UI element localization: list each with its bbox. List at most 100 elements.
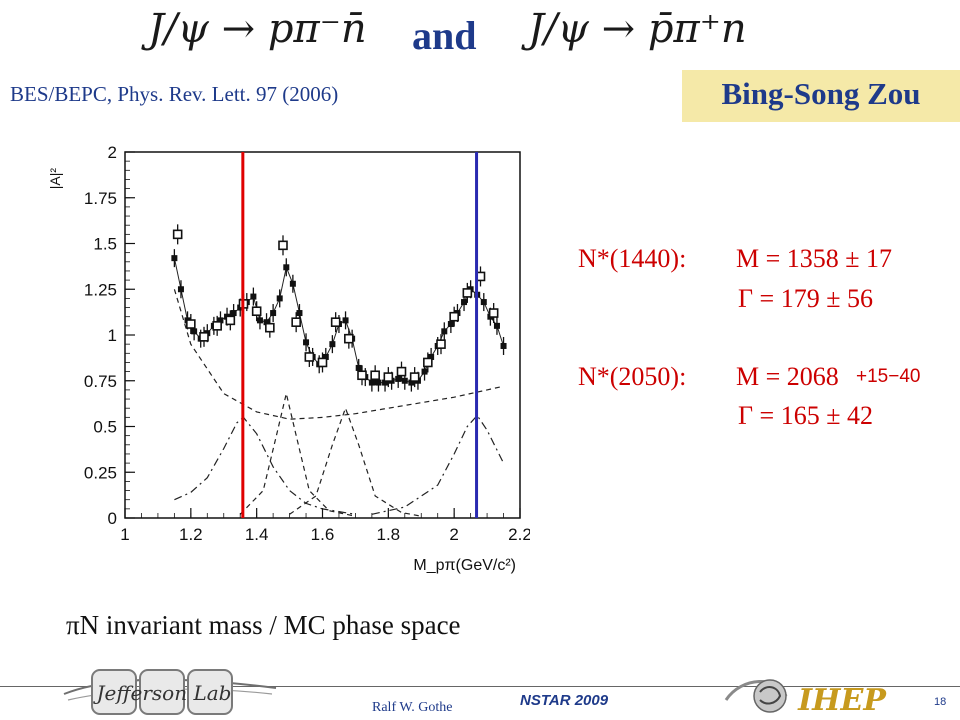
data-point-open (449, 311, 459, 322)
data-point-filled (191, 328, 198, 335)
data-point-filled (493, 322, 500, 329)
slide-title: J/ψ → pπ⁻n̄ and J/ψ → p̄π⁺n (0, 0, 960, 70)
title-formula-right: J/ψ → p̄π⁺n (528, 6, 747, 52)
fit-curve-n1675 (289, 406, 422, 517)
y-tick-label: 0.25 (84, 463, 117, 482)
x-tick-label: 1.4 (245, 525, 269, 544)
data-point-filled (500, 342, 507, 349)
jefferson-lab-logo: Jefferson Lab (63, 669, 277, 715)
n1440-width: Γ = 179 ± 56 (738, 284, 873, 313)
data-point-filled (428, 353, 435, 360)
data-point-filled (217, 317, 224, 324)
presenter-name: Ralf W. Gothe (372, 700, 453, 715)
data-point-open (225, 315, 236, 326)
data-point-filled (355, 364, 362, 371)
data-point-filled (395, 375, 402, 382)
y-tick-label: 1 (108, 326, 117, 345)
fit-curve-background (173, 289, 504, 420)
mass-spectrum-chart: 1 1.2 1.4 1.6 1.8 2 2.2 0 0.25 0.5 0.75 1 1.25 1.5 1.7… (30, 140, 530, 580)
x-axis-label: M_pπ(GeV/c²) (413, 557, 516, 574)
data-point-open (186, 319, 196, 329)
data-point-filled (270, 310, 277, 317)
data-point-filled (329, 341, 336, 348)
y-tick-label: 2 (108, 143, 117, 162)
x-tick-label: 1.6 (311, 525, 335, 544)
n2050-width: Γ = 165 ± 42 (738, 401, 873, 430)
y-axis-label: |A|² (47, 168, 63, 190)
title-connector: and (412, 13, 477, 58)
data-point-open (436, 339, 446, 349)
data-point-filled (375, 379, 382, 386)
ihep-logo-text: IHEP (797, 683, 887, 718)
data-point-filled (421, 368, 428, 375)
x-tick-label: 1 (120, 525, 129, 544)
data-point-filled (382, 379, 389, 386)
data-point-open (383, 372, 394, 382)
data-point-filled (441, 328, 448, 335)
n2050-mass: M = 2068 (736, 362, 839, 391)
n2050-mass-error: +15−40 (856, 366, 921, 387)
data-point-open (396, 366, 407, 377)
fit-curve-n2050 (371, 414, 505, 515)
data-point-filled (177, 286, 184, 293)
data-point-open (212, 321, 222, 331)
x-tick-label: 1.2 (179, 525, 203, 544)
data-point-filled (461, 299, 468, 306)
data-point-open (370, 370, 380, 381)
data-point-filled (322, 353, 329, 360)
conference-name: NSTAR 2009 (520, 692, 609, 709)
data-point-filled (256, 317, 263, 324)
data-point-open (409, 372, 420, 382)
chart-markers (241, 152, 479, 518)
page-number: 18 (934, 696, 947, 708)
data-point-open (357, 370, 367, 381)
data-point-open (330, 317, 341, 327)
chart-points (171, 224, 507, 392)
data-point-open (423, 357, 433, 368)
x-tick-label: 2.2 (508, 525, 530, 544)
chart-caption: πN invariant mass / MC phase space (66, 610, 461, 640)
y-tick-label: 0.75 (84, 372, 117, 391)
data-point-open (278, 240, 288, 251)
data-point-filled (480, 299, 487, 306)
data-point-open (291, 317, 301, 327)
data-point-open (265, 322, 275, 333)
data-point-filled (447, 321, 454, 328)
footer-divider (0, 686, 960, 687)
data-point-filled (276, 295, 283, 302)
title-formula-left: J/ψ → pπ⁻n̄ (148, 6, 367, 52)
data-point-filled (230, 310, 237, 317)
data-point-open (304, 352, 315, 362)
data-point-open (251, 306, 262, 317)
data-point-open (344, 333, 354, 344)
n1440-mass: M = 1358 ± 17 (736, 244, 893, 273)
data-point-filled (368, 379, 375, 386)
data-point-filled (401, 377, 408, 384)
author-name: Bing-Song Zou (721, 76, 921, 111)
jefferson-lab-logo-text: Jefferson Lab (93, 681, 232, 705)
y-tick-label: 0 (108, 509, 117, 528)
data-point-open (462, 288, 473, 298)
n1440-label: N*(1440): (578, 244, 687, 273)
y-tick-label: 1.75 (84, 189, 117, 208)
data-point-open (317, 357, 328, 368)
author-box (682, 70, 960, 122)
y-tick-label: 0.5 (93, 418, 117, 437)
data-point-filled (408, 379, 415, 386)
fit-curve-n1520 (239, 393, 356, 517)
data-point-filled (303, 339, 310, 346)
x-tick-label: 2 (449, 525, 458, 544)
y-tick-label: 1.5 (93, 235, 117, 254)
data-point-filled (289, 280, 296, 287)
ihep-logo: IHEP (724, 679, 887, 718)
chart-axes: 1 1.2 1.4 1.6 1.8 2 2.2 0 0.25 0.5 0.75 1 1.25 1.5 1.7… (84, 143, 530, 544)
data-point-filled (283, 264, 290, 271)
data-point-filled (263, 319, 270, 326)
x-tick-label: 1.8 (377, 525, 401, 544)
data-point-filled (250, 293, 257, 300)
data-point-open (488, 308, 499, 318)
data-point-filled (296, 310, 303, 317)
data-point-open (199, 332, 209, 342)
data-point-open (172, 229, 183, 240)
data-point-filled (171, 255, 178, 262)
